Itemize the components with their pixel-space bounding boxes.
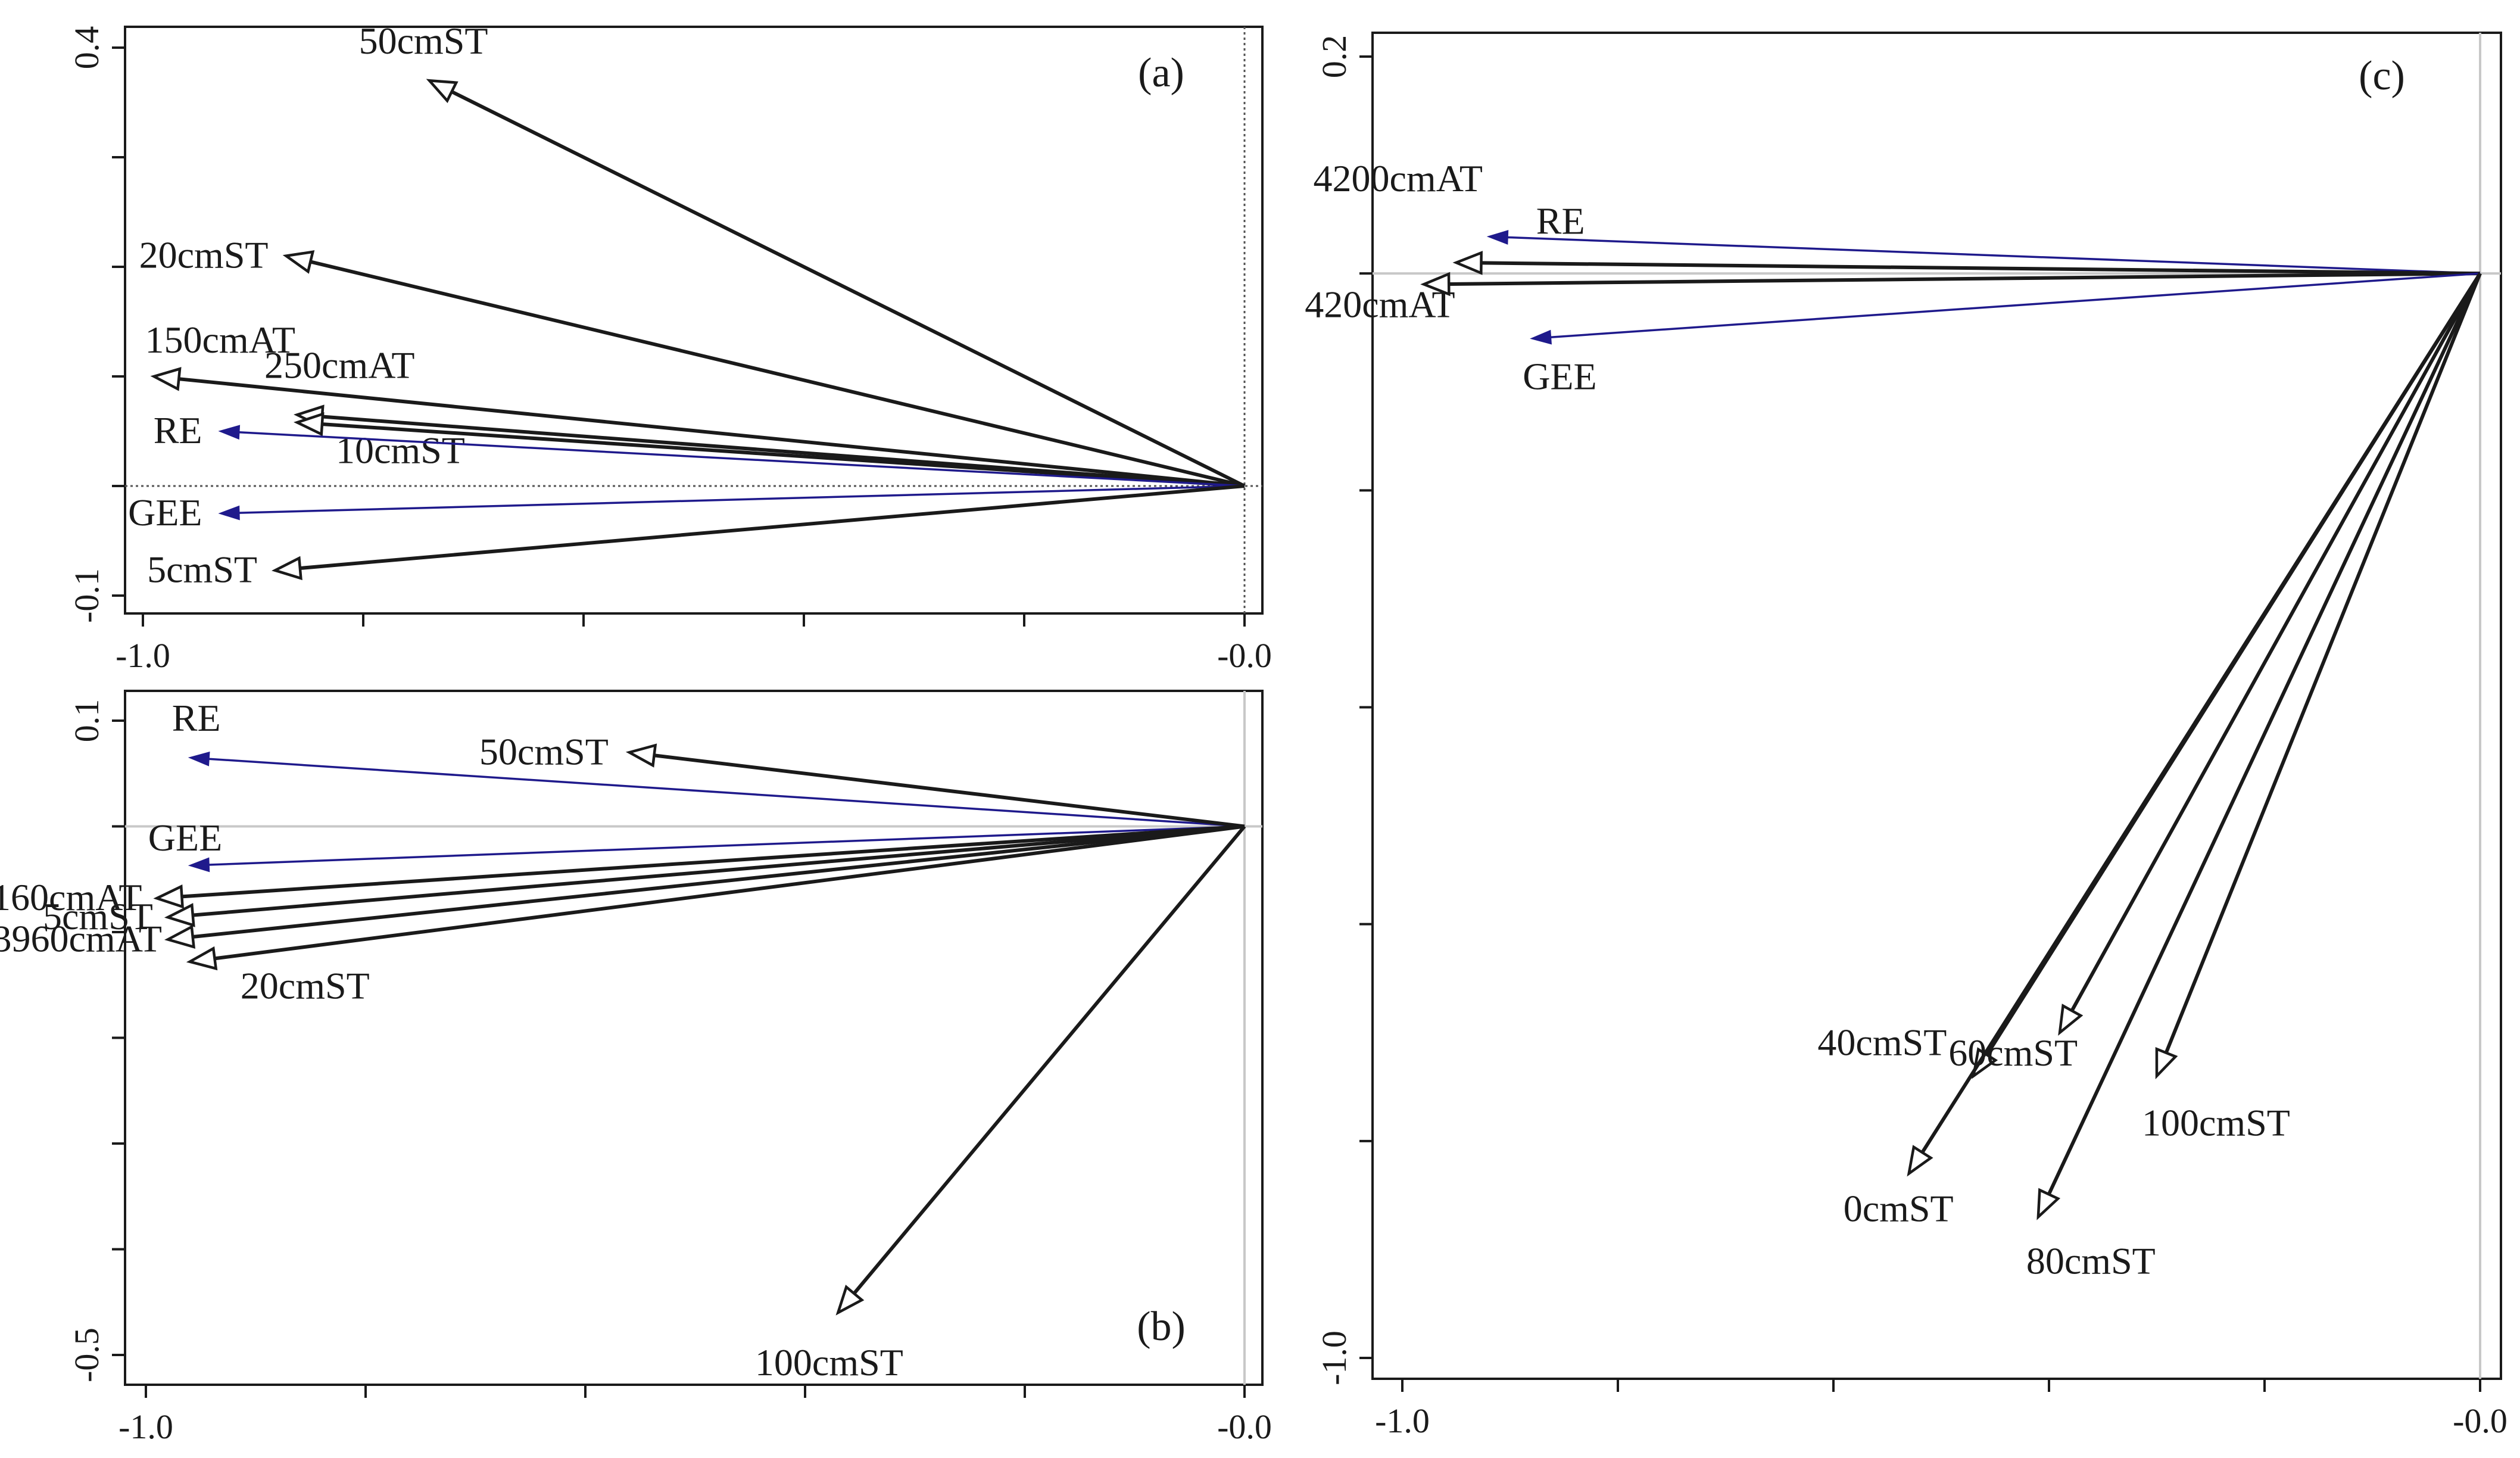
x-tick-label: -1.0 xyxy=(118,1407,173,1446)
vector-gee xyxy=(239,485,1245,514)
x-tick-label: -0.0 xyxy=(1217,636,1272,675)
vector-60cmst xyxy=(2070,272,2482,1012)
vector-420cmat xyxy=(1449,272,2481,286)
vector-label-0cmst: 0cmST xyxy=(1844,1187,1954,1229)
vector-re xyxy=(239,431,1245,487)
arrowhead-20cmst xyxy=(186,946,218,971)
vector-label-20cmst: 20cmST xyxy=(139,234,269,276)
vector-label-60cmst: 60cmST xyxy=(1948,1032,2078,1074)
arrowhead-0cmst xyxy=(1907,1145,1933,1177)
vector-label-20cmst: 20cmST xyxy=(241,965,370,1007)
vector-label-gee: GEE xyxy=(148,817,222,859)
plot-frame xyxy=(1371,32,2502,1380)
vector-3960cmat xyxy=(192,824,1245,939)
plot-frame xyxy=(124,26,1264,615)
panel-a: -1.0 -0.0 -0.1 0.4 (a) 50cmST 20cmST 150cmAT250… xyxy=(67,20,1272,675)
x-tick-label: -0.0 xyxy=(1217,1407,1272,1446)
vector-label-160cmat: 160cmAT xyxy=(0,876,142,918)
vector-gee xyxy=(1551,272,2481,338)
arrowhead-3960cmat xyxy=(164,924,196,949)
arrowhead-gee xyxy=(1530,329,1552,345)
arrowhead-5cmst xyxy=(164,903,195,927)
vector-160cmat xyxy=(182,824,1245,899)
x-tick-label: -1.0 xyxy=(116,636,170,675)
y-tick-label: 0.1 xyxy=(67,699,106,743)
arrowhead-40cmst xyxy=(1972,1047,1998,1079)
vector-100cmst xyxy=(2164,273,2482,1054)
arrowhead-50cmst xyxy=(625,743,657,768)
vector-label-gee: GEE xyxy=(128,491,202,534)
vector-label-gee: GEE xyxy=(1523,355,1596,397)
vector-label-420cmat: 420cmAT xyxy=(1305,283,1455,325)
vector-label-50cmst: 50cmST xyxy=(479,730,609,772)
x-tick-label: -0.0 xyxy=(2453,1401,2507,1440)
vector-label-5cmst: 5cmST xyxy=(147,549,257,591)
x-tick-label: -1.0 xyxy=(1375,1401,1430,1440)
y-tick-label: -1.0 xyxy=(1315,1331,1353,1385)
vector-label-10cmst: 10cmST xyxy=(336,429,465,471)
arrowhead-re xyxy=(218,425,241,440)
vector-label-50cmst: 50cmST xyxy=(359,20,488,62)
arrowhead-50cmst xyxy=(426,79,459,104)
vector-label-100cmst: 100cmST xyxy=(2142,1102,2290,1144)
vector-50cmst xyxy=(451,90,1246,488)
vector-label-5cmst: 5cmST xyxy=(43,895,153,937)
vector-label-250cmat: 250cmAT xyxy=(264,344,414,386)
y-tick-label: -0.5 xyxy=(67,1328,106,1382)
vector-150cmat xyxy=(178,377,1245,488)
vector-label-150cmat: 150cmAT xyxy=(145,319,295,361)
panel-c: -1.0 -0.0 -1.0 0.2 (c) RE 4200cmAT 420cmAT GEE 40… xyxy=(1305,32,2507,1440)
panel-b: -1.0 -0.0 -0.5 0.1 (b) RE 50cmST GEE160cmAT5cmS… xyxy=(0,690,1272,1446)
y-tick-label: 0.4 xyxy=(67,26,106,70)
panel-label: (c) xyxy=(2359,53,2405,99)
y-tick-label: -0.1 xyxy=(67,568,106,623)
arrowhead-100cmst xyxy=(2155,1046,2178,1080)
vector-label-re: RE xyxy=(172,697,221,739)
vector-label-100cmst: 100cmST xyxy=(755,1341,903,1384)
vector-20cmst xyxy=(214,824,1245,961)
vector-label-3960cmat: 3960cmAT xyxy=(0,917,162,959)
vector-re xyxy=(1507,236,2481,275)
vector-label-80cmst: 80cmST xyxy=(2026,1239,2156,1282)
arrowhead-420cmat xyxy=(1420,272,1451,297)
vector-label-4200cmat: 4200cmAT xyxy=(1314,157,1483,200)
vector-re xyxy=(208,758,1245,828)
vector-4200cmat xyxy=(1481,261,2481,276)
arrowhead-100cmst xyxy=(835,1285,865,1316)
vector-label-re: RE xyxy=(154,409,202,451)
arrowhead-10cmst xyxy=(294,412,325,437)
vector-20cmst xyxy=(310,260,1245,488)
arrowhead-60cmst xyxy=(2058,1004,2084,1036)
vector-50cmst xyxy=(654,753,1245,828)
arrowhead-150cmat xyxy=(150,367,182,391)
vector-5cmst xyxy=(192,824,1245,917)
arrowhead-5cmst xyxy=(272,556,302,581)
arrowhead-gee xyxy=(188,857,210,873)
arrowhead-160cmat xyxy=(153,884,184,909)
vector-gee xyxy=(208,825,1245,866)
arrowhead-re xyxy=(1486,230,1509,245)
arrowhead-gee xyxy=(218,505,240,521)
vector-label-40cmst: 40cmST xyxy=(1817,1021,1947,1064)
arrowhead-re xyxy=(188,751,210,767)
vector-0cmst xyxy=(1920,272,2482,1154)
panel-label: (a) xyxy=(1138,50,1184,96)
plot-frame xyxy=(124,690,1264,1386)
vector-80cmst xyxy=(2047,272,2482,1195)
arrowhead-20cmst xyxy=(282,250,315,274)
panel-label: (b) xyxy=(1137,1304,1186,1350)
arrowhead-80cmst xyxy=(2036,1188,2061,1220)
vector-label-re: RE xyxy=(1536,200,1585,242)
vector-100cmst xyxy=(852,825,1246,1295)
vector-5cmst xyxy=(300,484,1245,571)
y-tick-label: 0.2 xyxy=(1315,35,1353,79)
arrowhead-4200cmat xyxy=(1452,251,1483,275)
vector-10cmst xyxy=(322,422,1245,488)
